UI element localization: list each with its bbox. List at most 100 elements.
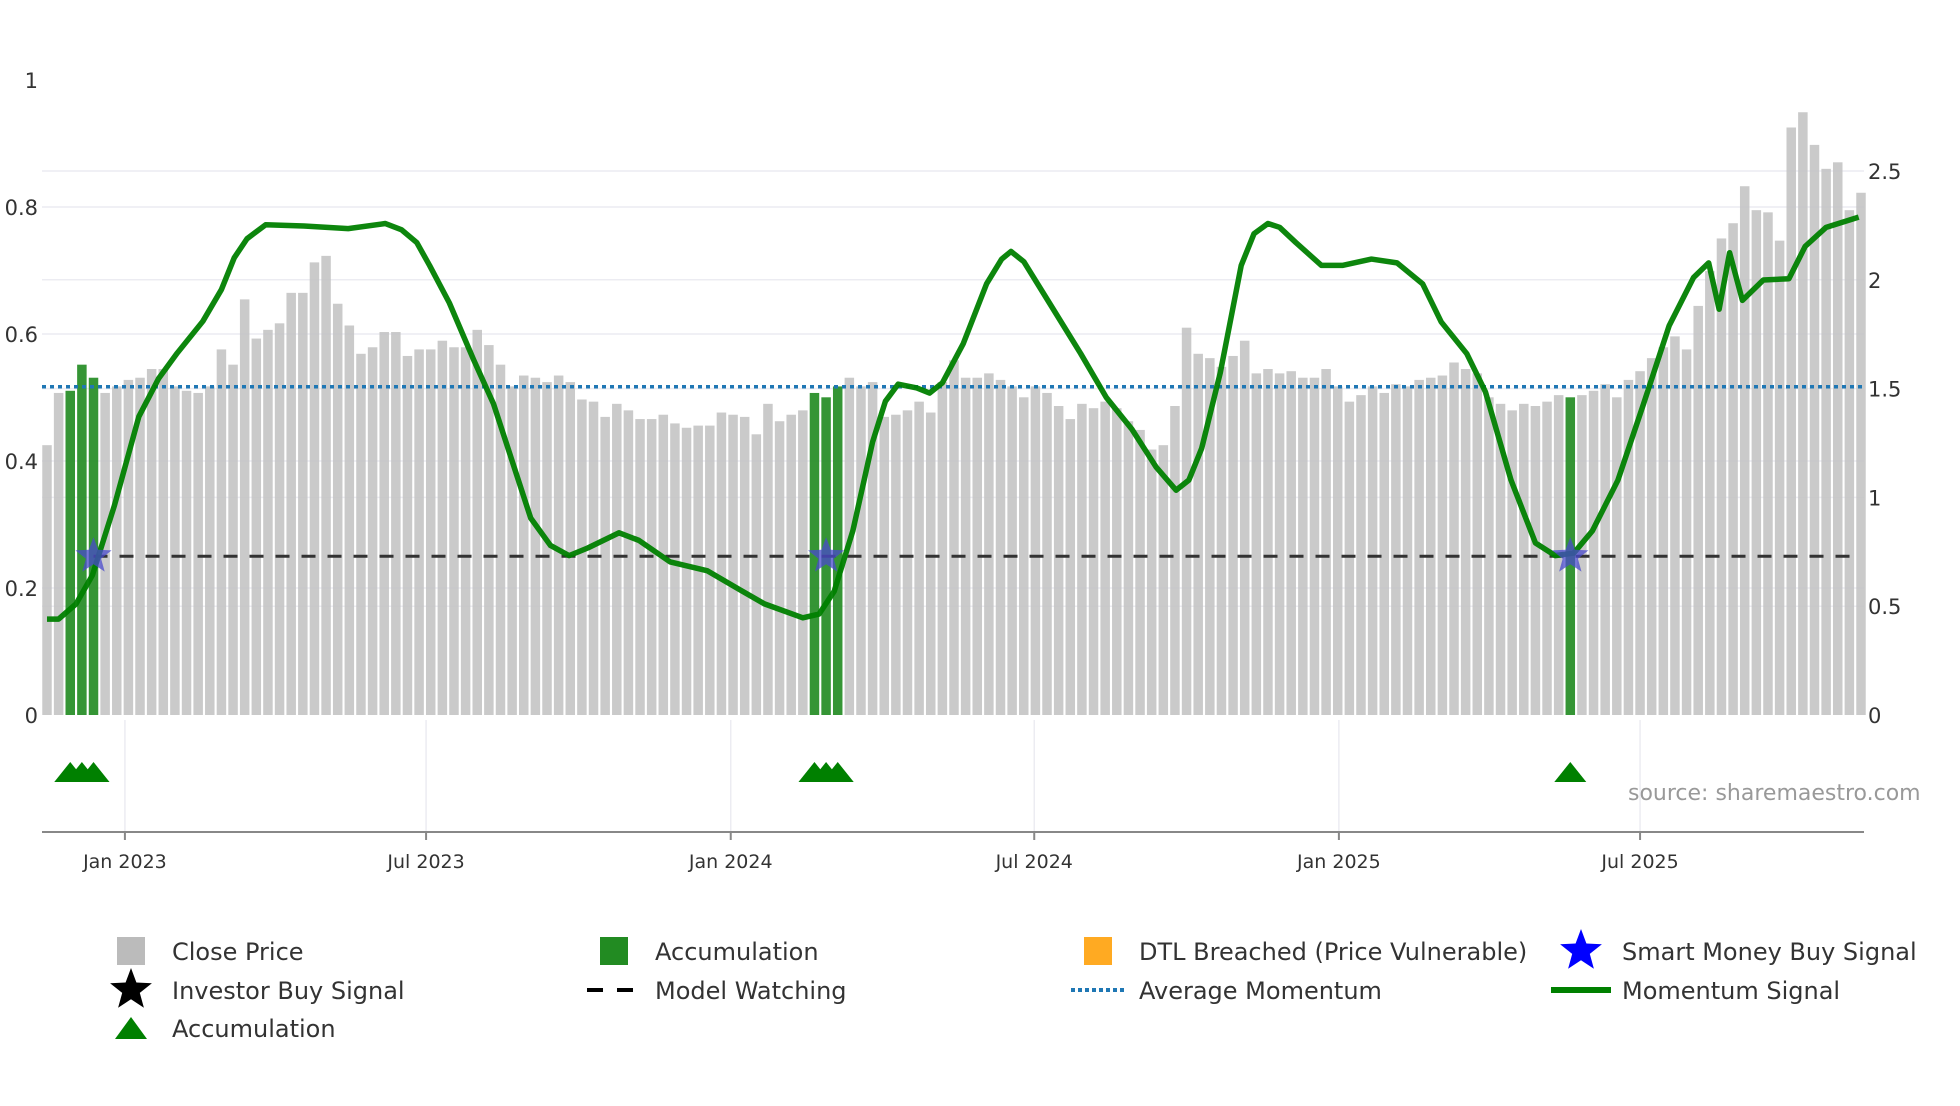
legend-label: DTL Breached (Price Vulnerable) xyxy=(1139,938,1527,966)
price-bar xyxy=(1112,408,1122,715)
price-bar xyxy=(1460,369,1471,715)
x-tick-label: Jul 2023 xyxy=(386,851,464,873)
legend-item: Investor Buy Signal xyxy=(110,968,405,1008)
legend-item: Average Momentum xyxy=(1071,977,1382,1005)
price-bar xyxy=(1786,127,1796,716)
accumulation-triangle xyxy=(821,762,854,782)
legend-item: Accumulation xyxy=(115,1015,336,1043)
left-tick-label: 0.6 xyxy=(5,323,38,347)
price-bar xyxy=(1821,168,1831,716)
price-bar xyxy=(1356,395,1366,715)
price-bar xyxy=(251,338,262,715)
price-bar xyxy=(205,386,215,715)
legend-label: Momentum Signal xyxy=(1622,977,1840,1005)
legend-label: Smart Money Buy Signal xyxy=(1622,938,1917,966)
legend-label: Average Momentum xyxy=(1139,977,1382,1005)
price-bars xyxy=(42,112,1866,716)
price-bar xyxy=(367,347,378,715)
x-tick-label: Jul 2025 xyxy=(1600,851,1678,873)
smart-money-star xyxy=(1552,537,1589,572)
price-bar xyxy=(356,353,366,715)
price-bar xyxy=(1274,373,1285,715)
price-bar xyxy=(600,416,610,715)
right-tick-label: 1.5 xyxy=(1868,378,1901,402)
price-bar xyxy=(1298,377,1308,715)
price-bar xyxy=(1600,384,1610,715)
price-bar xyxy=(170,386,180,715)
price-bar xyxy=(344,325,355,715)
price-bar xyxy=(321,255,331,715)
price-bar xyxy=(425,349,436,715)
price-bar xyxy=(949,360,959,715)
price-bar xyxy=(1449,362,1459,715)
price-bar xyxy=(332,303,343,715)
price-bar xyxy=(856,386,866,715)
price-bar xyxy=(751,434,762,715)
price-bar xyxy=(1856,192,1866,715)
price-bar xyxy=(1716,238,1727,715)
price-bar xyxy=(216,349,227,715)
price-bar xyxy=(1832,162,1843,715)
legend-swatch-icon xyxy=(600,937,628,965)
price-bar xyxy=(507,386,517,715)
price-bar xyxy=(1193,353,1203,715)
price-bar xyxy=(879,416,889,715)
price-bar xyxy=(1414,379,1424,715)
legend-star-icon xyxy=(1560,929,1602,969)
legend-item: Model Watching xyxy=(587,977,847,1005)
price-bar xyxy=(1332,386,1343,715)
price-bar xyxy=(1728,223,1738,715)
price-bar xyxy=(577,399,587,715)
markers xyxy=(54,537,1589,782)
price-bar xyxy=(484,345,494,715)
price-bar xyxy=(437,340,448,715)
price-bar xyxy=(309,262,320,715)
price-bar xyxy=(1135,429,1145,715)
price-bar xyxy=(1344,401,1355,715)
price-bar xyxy=(1809,144,1820,715)
price-bar xyxy=(1065,419,1076,715)
legend-label: Accumulation xyxy=(172,1015,336,1043)
price-bar xyxy=(646,419,657,715)
price-bar xyxy=(1402,386,1413,715)
x-tick-label: Jan 2024 xyxy=(688,851,773,873)
price-bar xyxy=(739,416,750,715)
price-bar xyxy=(1751,210,1762,715)
price-bar xyxy=(1484,397,1494,715)
price-bar xyxy=(588,401,599,715)
price-bar xyxy=(1507,410,1517,715)
price-bar xyxy=(1158,445,1169,715)
smart-money-star xyxy=(808,537,845,572)
price-bar xyxy=(1251,373,1262,715)
price-bar xyxy=(1042,392,1052,715)
price-bar xyxy=(519,375,529,715)
price-bar xyxy=(1123,421,1134,715)
legend: Close Price Accumulation DTL Breached (Pri… xyxy=(110,929,1917,1043)
price-bar xyxy=(1693,305,1703,715)
price-bar xyxy=(565,382,576,715)
price-bar xyxy=(612,403,622,715)
price-bar xyxy=(286,292,296,715)
price-bar xyxy=(239,299,250,715)
price-bar xyxy=(1530,406,1541,715)
price-bar xyxy=(472,329,482,715)
price-bar xyxy=(891,414,901,715)
price-bar xyxy=(716,412,727,715)
legend-item: Momentum Signal xyxy=(1551,977,1840,1005)
price-bar xyxy=(146,369,157,715)
left-tick-label: 0.2 xyxy=(5,577,38,601)
price-bar xyxy=(774,421,785,715)
price-bar xyxy=(1635,371,1645,715)
x-tick-label: Jan 2023 xyxy=(82,851,167,873)
price-bar xyxy=(1670,336,1680,715)
price-bar xyxy=(181,390,192,715)
legend-label: Investor Buy Signal xyxy=(172,977,405,1005)
legend-star-icon xyxy=(110,968,152,1008)
price-bar xyxy=(112,386,122,715)
price-bar xyxy=(995,379,1006,715)
price-bar xyxy=(786,414,796,715)
price-bar xyxy=(274,323,285,715)
accumulation-triangle xyxy=(1554,762,1587,782)
price-bar xyxy=(1681,349,1692,715)
